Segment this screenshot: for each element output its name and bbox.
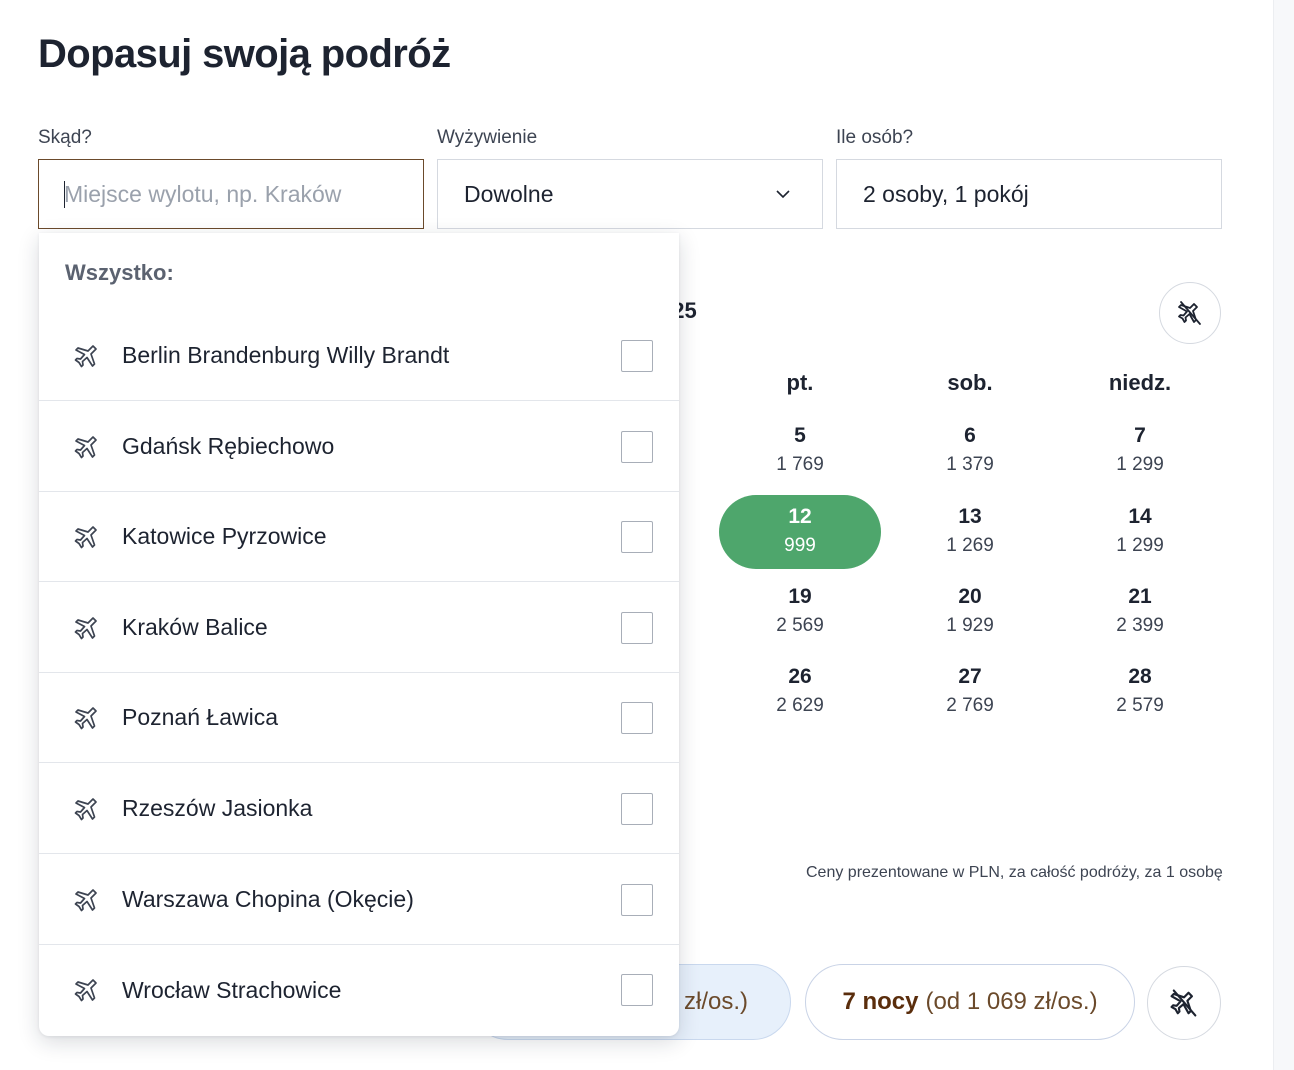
price-note: Ceny prezentowane w PLN, za całość podró… bbox=[806, 864, 1223, 881]
day-number: 7 bbox=[1134, 424, 1146, 447]
airport-checkbox[interactable] bbox=[621, 792, 653, 825]
day-number: 5 bbox=[794, 424, 806, 447]
airport-name: Rzeszów Jasionka bbox=[122, 795, 313, 821]
plane-icon bbox=[74, 345, 97, 368]
calendar-day[interactable]: 28 2 579 bbox=[1059, 655, 1221, 729]
calendar-day[interactable]: 13 1 269 bbox=[889, 495, 1051, 569]
day-price: 2 629 bbox=[776, 695, 824, 716]
airport-option[interactable]: Berlin Brandenburg Willy Brandt bbox=[39, 311, 679, 401]
day-price: 2 399 bbox=[1116, 615, 1164, 636]
calendar-day[interactable]: 26 2 629 bbox=[719, 655, 881, 729]
day-price: 999 bbox=[784, 535, 816, 556]
calendar-day-selected[interactable]: 12 999 bbox=[719, 495, 881, 569]
day-price: 1 769 bbox=[776, 454, 824, 475]
airport-option[interactable]: Rzeszów Jasionka bbox=[39, 764, 679, 854]
right-scroll-strip bbox=[1273, 0, 1294, 1070]
calendar-day[interactable]: 20 1 929 bbox=[889, 575, 1051, 649]
plane-icon bbox=[74, 979, 97, 1002]
board-label: Wyżywienie bbox=[437, 127, 538, 148]
weekday-sun: niedz. bbox=[1108, 370, 1172, 395]
from-field[interactable] bbox=[38, 159, 424, 229]
airport-name: Poznań Ławica bbox=[122, 704, 278, 730]
weekday-sat: sob. bbox=[947, 370, 993, 395]
day-number: 12 bbox=[788, 505, 812, 528]
day-price: 1 299 bbox=[1116, 454, 1164, 475]
airport-option[interactable]: Katowice Pyrzowice bbox=[39, 492, 679, 582]
airport-checkbox[interactable] bbox=[621, 883, 653, 916]
plane-off-icon bbox=[1178, 301, 1201, 325]
plane-icon bbox=[74, 617, 97, 640]
calendar-day[interactable]: 6 1 379 bbox=[889, 414, 1051, 488]
airport-checkbox[interactable] bbox=[621, 974, 653, 1006]
calendar-day[interactable]: 5 1 769 bbox=[719, 414, 881, 488]
nights-chip-label: 7 nocy bbox=[842, 988, 919, 1015]
airport-checkbox[interactable] bbox=[621, 339, 653, 372]
calendar-day[interactable]: 7 1 299 bbox=[1059, 414, 1221, 488]
day-number: 19 bbox=[788, 585, 812, 608]
day-price: 1 269 bbox=[946, 535, 994, 556]
airport-checkbox[interactable] bbox=[621, 701, 653, 734]
nights-chip-7[interactable]: 7 nocy (od 1 069 zł/os.) bbox=[805, 964, 1135, 1040]
board-value: Dowolne bbox=[464, 180, 554, 207]
day-number: 14 bbox=[1128, 505, 1152, 528]
people-label: Ile osób? bbox=[836, 127, 914, 148]
airport-name: Katowice Pyrzowice bbox=[122, 523, 327, 549]
day-number: 6 bbox=[964, 424, 976, 447]
day-price: 1 929 bbox=[946, 615, 994, 636]
people-field[interactable]: 2 osoby, 1 pokój bbox=[836, 159, 1222, 229]
day-price: 2 769 bbox=[946, 695, 994, 716]
plane-off-icon bbox=[1170, 989, 1197, 1017]
airport-name: Kraków Balice bbox=[122, 614, 268, 640]
plane-icon bbox=[74, 436, 97, 459]
day-number: 13 bbox=[958, 505, 982, 528]
people-value: 2 osoby, 1 pokój bbox=[863, 180, 1029, 207]
day-number: 20 bbox=[958, 585, 982, 608]
day-number: 27 bbox=[958, 665, 982, 688]
departure-dropdown: Wszystko: Berlin Brandenburg Willy Brand… bbox=[39, 233, 679, 1036]
calendar-day[interactable]: 14 1 299 bbox=[1059, 495, 1221, 569]
day-number: 28 bbox=[1128, 665, 1152, 688]
airport-option[interactable]: Poznań Ławica bbox=[39, 673, 679, 763]
text-caret bbox=[64, 181, 65, 208]
plane-icon bbox=[74, 798, 97, 821]
day-price: 1 299 bbox=[1116, 535, 1164, 556]
dropdown-header: Wszystko: bbox=[65, 260, 174, 285]
day-price: 1 379 bbox=[946, 454, 994, 475]
calendar-day[interactable]: 21 2 399 bbox=[1059, 575, 1221, 649]
nights-chip-price: zł/os.) bbox=[683, 988, 748, 1015]
airport-checkbox[interactable] bbox=[621, 520, 653, 553]
airport-option[interactable]: Warszawa Chopina (Okęcie) bbox=[39, 855, 679, 945]
airport-option[interactable]: Kraków Balice bbox=[39, 583, 679, 673]
chevron-down-icon bbox=[776, 190, 790, 199]
flight-filter-button-bottom[interactable] bbox=[1147, 966, 1221, 1040]
plane-icon bbox=[74, 526, 97, 549]
from-input[interactable] bbox=[64, 180, 404, 208]
airport-option[interactable]: Wrocław Strachowice bbox=[39, 945, 679, 1035]
calendar-day[interactable]: 27 2 769 bbox=[889, 655, 1051, 729]
airport-name: Gdańsk Rębiechowo bbox=[122, 433, 335, 459]
day-price: 2 579 bbox=[1116, 695, 1164, 716]
airport-option[interactable]: Gdańsk Rębiechowo bbox=[39, 402, 679, 492]
page-title: Dopasuj swoją podróż bbox=[38, 32, 451, 76]
airport-name: Wrocław Strachowice bbox=[122, 976, 342, 1003]
nights-chip-price: (od 1 069 zł/os.) bbox=[925, 988, 1098, 1015]
airport-checkbox[interactable] bbox=[621, 430, 653, 463]
flight-filter-button[interactable] bbox=[1159, 282, 1221, 344]
airport-checkbox[interactable] bbox=[621, 611, 653, 644]
weekday-fri: pt. bbox=[786, 370, 814, 395]
day-number: 26 bbox=[788, 665, 812, 688]
plane-icon bbox=[74, 889, 97, 912]
airport-name: Warszawa Chopina (Okęcie) bbox=[122, 886, 414, 912]
board-select[interactable]: Dowolne bbox=[437, 159, 823, 229]
from-label: Skąd? bbox=[38, 127, 92, 148]
plane-icon bbox=[74, 707, 97, 730]
day-number: 21 bbox=[1128, 585, 1152, 608]
day-price: 2 569 bbox=[776, 615, 824, 636]
calendar-day[interactable]: 19 2 569 bbox=[719, 575, 881, 649]
airport-name: Berlin Brandenburg Willy Brandt bbox=[122, 342, 450, 368]
